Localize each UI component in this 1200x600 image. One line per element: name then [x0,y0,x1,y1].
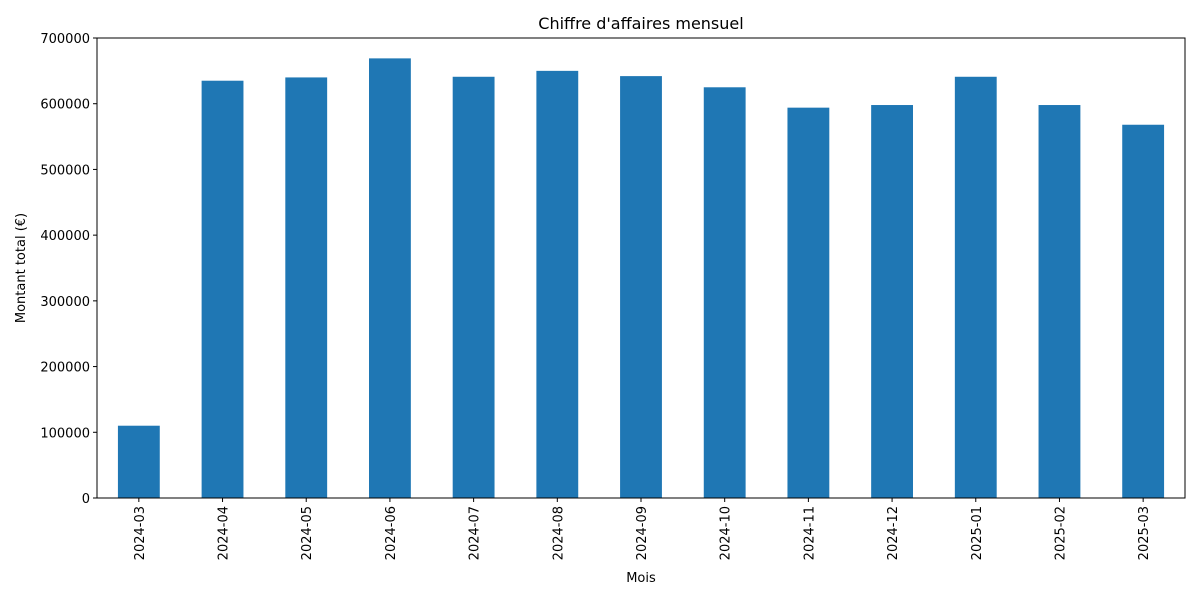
x-axis: 2024-03 2024-04 2024-05 2024-06 2024-07 2024-… [133,498,1152,560]
x-tick-label: 2024-09 [635,506,650,560]
x-tick-label: 2024-10 [719,506,734,560]
bar-2024-07 [452,76,495,499]
bar-2025-03 [1122,124,1165,498]
bar-2024-06 [369,58,411,498]
x-tick-label: 2025-03 [1137,506,1152,560]
y-tick-label: 700000 [40,32,90,47]
y-tick-label: 500000 [40,163,90,178]
y-tick-label: 100000 [40,426,90,441]
bar-2025-01 [954,76,997,499]
x-tick-label: 2024-11 [802,506,817,560]
x-tick-label: 2025-02 [1053,506,1068,560]
bar-2024-10 [703,87,746,499]
bar-2025-02 [1038,105,1081,499]
bar-2024-11 [787,107,830,499]
x-tick-label: 2024-03 [133,506,148,560]
x-tick-label: 2024-08 [551,506,566,560]
bar-2024-05 [285,77,328,498]
y-axis: 0 100000 200000 300000 400000 500000 600000 700… [40,32,97,507]
x-tick-label: 2024-05 [300,506,315,560]
bar-2024-12 [871,105,913,499]
y-tick-label: 400000 [40,229,90,244]
bar-2024-03 [117,425,160,498]
y-tick-label: 600000 [40,98,90,113]
y-axis-label: Montant total (€) [14,213,29,323]
x-axis-label: Mois [626,571,656,586]
y-tick-label: 300000 [40,295,90,310]
bar-2024-08 [536,70,579,498]
bars-group [117,58,1165,499]
y-tick-label: 200000 [40,361,90,376]
y-tick-label: 0 [82,492,90,507]
x-tick-label: 2024-07 [468,506,483,560]
x-tick-label: 2024-06 [384,506,399,560]
bar-2024-09 [620,76,662,498]
x-tick-label: 2024-04 [217,506,232,560]
bar-2024-04 [201,80,244,498]
chart-title: Chiffre d'affaires mensuel [538,14,743,33]
plot-frame [96,37,1186,499]
x-tick-label: 2025-01 [970,506,985,560]
x-tick-label: 2024-12 [886,506,901,560]
